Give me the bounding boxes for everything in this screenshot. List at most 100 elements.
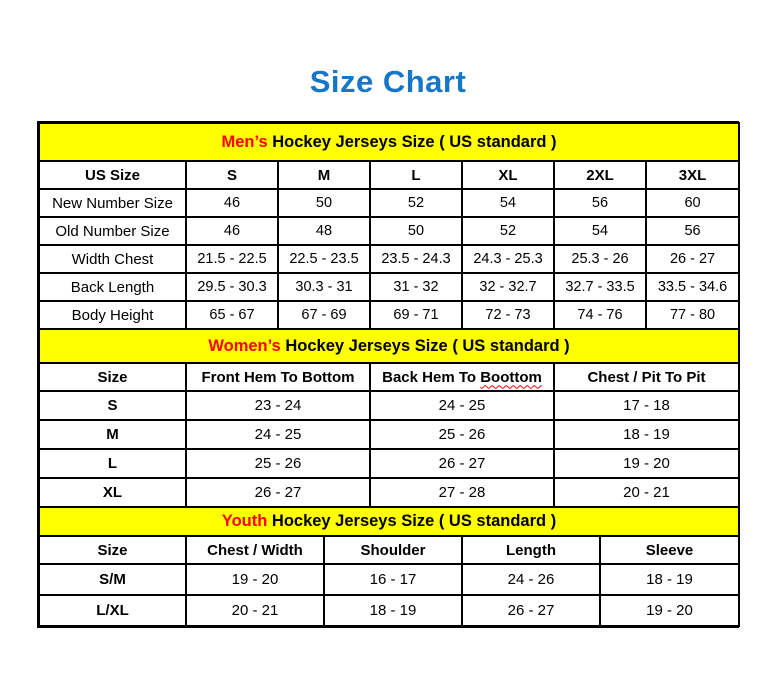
table-row: Back Length 29.5 - 30.3 30.3 - 31 31 - 3… (38, 272, 741, 302)
column-header: Chest / Pit To Pit (552, 362, 741, 392)
table-cell: 74 - 76 (553, 300, 647, 330)
row-label: Old Number Size (38, 216, 187, 246)
table-cell: 67 - 69 (277, 300, 371, 330)
column-header: Chest / Width (185, 535, 325, 565)
table-cell: 56 (644, 216, 741, 246)
table-cell: 18 - 19 (323, 594, 463, 627)
column-header: Size (38, 362, 187, 392)
row-label: S (38, 390, 187, 421)
row-label: Back Length (38, 272, 187, 302)
table-cell: 16 - 17 (323, 563, 463, 596)
table-row: Width Chest 21.5 - 22.5 22.5 - 23.5 23.5… (38, 244, 741, 274)
table-cell: 18 - 19 (599, 563, 740, 596)
women-section-title-rest: Hockey Jerseys Size ( US standard ) (280, 336, 570, 355)
youth-column-header-row: Size Chest / Width Shoulder Length Sleev… (38, 535, 740, 565)
table-cell: 21.5 - 22.5 (185, 244, 279, 274)
table-cell: 54 (461, 188, 555, 218)
row-label: L (38, 448, 187, 479)
table-row: New Number Size 46 50 52 54 56 60 (38, 188, 741, 218)
table-row: L/XL 20 - 21 18 - 19 26 - 27 19 - 20 (38, 594, 740, 627)
table-cell: 25.3 - 26 (553, 244, 647, 274)
men-section-header-row: Men’s Hockey Jerseys Size ( US standard … (37, 122, 741, 162)
table-cell: 32.7 - 33.5 (553, 272, 647, 302)
row-label: L/XL (38, 594, 187, 627)
table-cell: 17 - 18 (552, 390, 741, 421)
youth-size-table: Youth Hockey Jerseys Size ( US standard … (38, 506, 740, 627)
table-cell: 25 - 26 (185, 448, 371, 479)
men-section-title: Men’s Hockey Jerseys Size ( US standard … (37, 122, 741, 162)
misspelled-word: Boottom (480, 368, 542, 386)
column-header: Back Hem To Boottom (369, 362, 555, 392)
men-column-header-row: US Size S M L XL 2XL 3XL (38, 160, 741, 190)
table-cell: 60 (644, 188, 741, 218)
column-header: XL (461, 160, 555, 190)
table-cell: 50 (277, 188, 371, 218)
column-header: 3XL (644, 160, 741, 190)
table-cell: 31 - 32 (369, 272, 463, 302)
table-cell: 23 - 24 (185, 390, 371, 421)
table-cell: 46 (185, 216, 279, 246)
table-cell: 26 - 27 (644, 244, 741, 274)
youth-section-header-row: Youth Hockey Jerseys Size ( US standard … (38, 506, 740, 537)
women-column-header-row: Size Front Hem To Bottom Back Hem To Boo… (38, 362, 741, 392)
table-cell: 20 - 21 (552, 477, 741, 508)
men-section-title-highlight: Men’s (221, 132, 268, 151)
column-header: Sleeve (599, 535, 740, 565)
column-header: Size (38, 535, 187, 565)
men-section-title-rest: Hockey Jerseys Size ( US standard ) (267, 132, 557, 151)
table-row: Old Number Size 46 48 50 52 54 56 (38, 216, 741, 246)
table-cell: 65 - 67 (185, 300, 279, 330)
column-header-text: Back Hem To (382, 368, 481, 386)
table-cell: 72 - 73 (461, 300, 555, 330)
youth-section-title-rest: Hockey Jerseys Size ( US standard ) (267, 512, 557, 530)
column-header: Length (461, 535, 601, 565)
row-label: Body Height (38, 300, 187, 330)
women-section-title: Women’s Hockey Jerseys Size ( US standar… (37, 328, 741, 364)
table-cell: 24 - 26 (461, 563, 601, 596)
youth-section-title: Youth Hockey Jerseys Size ( US standard … (38, 506, 740, 537)
table-cell: 50 (369, 216, 463, 246)
row-label: S/M (38, 563, 187, 596)
table-cell: 48 (277, 216, 371, 246)
table-cell: 27 - 28 (369, 477, 555, 508)
table-cell: 29.5 - 30.3 (185, 272, 279, 302)
table-cell: 52 (369, 188, 463, 218)
table-cell: 24 - 25 (369, 390, 555, 421)
table-cell: 22.5 - 23.5 (277, 244, 371, 274)
table-cell: 30.3 - 31 (277, 272, 371, 302)
column-header: 2XL (553, 160, 647, 190)
column-header: L (369, 160, 463, 190)
row-label: M (38, 419, 187, 450)
table-cell: 77 - 80 (644, 300, 741, 330)
table-cell: 25 - 26 (369, 419, 555, 450)
table-row: S/M 19 - 20 16 - 17 24 - 26 18 - 19 (38, 563, 740, 596)
table-cell: 26 - 27 (185, 477, 371, 508)
column-header: Shoulder (323, 535, 463, 565)
table-row: XL 26 - 27 27 - 28 20 - 21 (38, 477, 741, 508)
column-header: US Size (38, 160, 187, 190)
column-header: S (185, 160, 279, 190)
table-cell: 54 (553, 216, 647, 246)
women-size-table: Women’s Hockey Jerseys Size ( US standar… (37, 328, 741, 508)
table-row: L 25 - 26 26 - 27 19 - 20 (38, 448, 741, 479)
row-label: Width Chest (38, 244, 187, 274)
table-cell: 18 - 19 (552, 419, 741, 450)
women-section-title-highlight: Women’s (208, 336, 281, 355)
table-cell: 32 - 32.7 (461, 272, 555, 302)
size-chart-container: Men’s Hockey Jerseys Size ( US standard … (37, 121, 741, 628)
table-cell: 23.5 - 24.3 (369, 244, 463, 274)
table-cell: 24.3 - 25.3 (461, 244, 555, 274)
column-header: M (277, 160, 371, 190)
table-cell: 52 (461, 216, 555, 246)
table-row: S 23 - 24 24 - 25 17 - 18 (38, 390, 741, 421)
table-cell: 26 - 27 (369, 448, 555, 479)
table-cell: 19 - 20 (185, 563, 325, 596)
table-cell: 24 - 25 (185, 419, 371, 450)
column-header: Front Hem To Bottom (185, 362, 371, 392)
men-size-table: Men’s Hockey Jerseys Size ( US standard … (37, 122, 741, 330)
table-cell: 19 - 20 (599, 594, 740, 627)
row-label: New Number Size (38, 188, 187, 218)
table-cell: 69 - 71 (369, 300, 463, 330)
page-title: Size Chart (309, 64, 467, 99)
table-row: Body Height 65 - 67 67 - 69 69 - 71 72 -… (38, 300, 741, 330)
